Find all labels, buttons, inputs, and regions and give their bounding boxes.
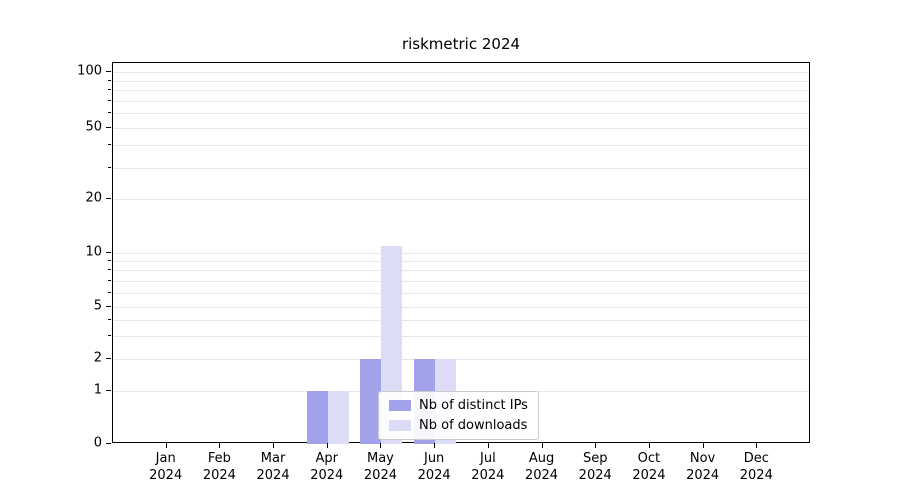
x-tick: [434, 443, 436, 448]
y-minor-tick: [108, 334, 111, 336]
x-tick-label: Oct 2024: [632, 451, 666, 483]
x-tick-label: Nov 2024: [686, 451, 720, 483]
x-tick-label: Feb 2024: [202, 451, 236, 483]
gridline: [113, 280, 809, 282]
y-tick: [106, 198, 111, 199]
y-minor-tick: [108, 89, 111, 91]
y-minor-tick: [108, 269, 111, 271]
gridline: [113, 128, 809, 129]
y-tick: [106, 390, 111, 391]
gridline: [113, 145, 809, 147]
gridline: [113, 319, 809, 321]
gridline: [113, 335, 809, 337]
gridline: [113, 113, 809, 115]
x-tick: [326, 443, 328, 448]
y-tick-label: 20: [85, 190, 102, 206]
x-tick: [487, 443, 489, 448]
legend-item-distinct-ips: Nb of distinct IPs: [389, 398, 528, 413]
y-minor-tick: [108, 144, 111, 146]
y-tick-label: 5: [93, 298, 102, 314]
x-tick-label: Jun 2024: [417, 451, 451, 483]
y-minor-tick: [108, 166, 111, 168]
y-tick-label: 0: [93, 435, 102, 451]
x-tick: [648, 443, 650, 448]
plot-area: [112, 62, 810, 444]
x-tick-label: Mar 2024: [256, 451, 290, 483]
y-tick-label: 1: [93, 382, 102, 398]
y-tick-label: 100: [77, 63, 102, 79]
y-tick: [106, 252, 111, 253]
chart-title: riskmetric 2024: [401, 35, 521, 53]
x-tick: [165, 443, 167, 448]
x-tick-label: May 2024: [363, 451, 397, 483]
legend: Nb of distinct IPs Nb of downloads: [378, 391, 539, 440]
bar-distinct-ips: [360, 359, 382, 444]
y-minor-tick: [108, 291, 111, 293]
y-minor-tick: [108, 112, 111, 114]
y-tick-label: 2: [93, 350, 102, 366]
x-tick: [756, 443, 758, 448]
gridline: [113, 167, 809, 169]
y-minor-tick: [108, 318, 111, 320]
x-tick: [219, 443, 221, 448]
gridline: [113, 80, 809, 82]
legend-label-distinct-ips: Nb of distinct IPs: [419, 398, 528, 413]
y-tick: [106, 127, 111, 128]
gridline: [113, 270, 809, 272]
bar-downloads: [327, 391, 349, 444]
x-tick: [380, 443, 382, 448]
y-tick: [106, 443, 111, 444]
y-tick: [106, 71, 111, 72]
gridline: [113, 292, 809, 294]
y-minor-tick: [108, 79, 111, 81]
bar-distinct-ips: [306, 391, 328, 444]
legend-swatch-distinct-ips: [389, 400, 411, 411]
x-tick-label: Apr 2024: [310, 451, 344, 483]
x-tick: [273, 443, 275, 448]
y-tick: [106, 358, 111, 359]
x-tick: [541, 443, 543, 448]
x-tick: [702, 443, 704, 448]
y-minor-tick: [108, 260, 111, 262]
x-tick: [595, 443, 597, 448]
y-minor-tick: [108, 99, 111, 101]
legend-item-downloads: Nb of downloads: [389, 418, 528, 433]
gridline: [113, 261, 809, 263]
legend-label-downloads: Nb of downloads: [419, 418, 528, 433]
y-tick-label: 10: [85, 244, 102, 260]
gridline: [113, 199, 809, 200]
gridline: [113, 253, 809, 254]
y-tick: [106, 306, 111, 307]
y-tick-label: 50: [85, 119, 102, 135]
gridline: [113, 90, 809, 92]
gridline: [113, 100, 809, 102]
legend-swatch-downloads: [389, 420, 411, 431]
x-tick-label: Dec 2024: [739, 451, 773, 483]
x-tick-label: Jul 2024: [471, 451, 505, 483]
y-minor-tick: [108, 279, 111, 281]
gridline: [113, 72, 809, 73]
x-tick-label: Sep 2024: [578, 451, 612, 483]
gridline: [113, 307, 809, 308]
gridline: [113, 359, 809, 360]
x-tick-label: Aug 2024: [524, 451, 559, 483]
x-tick-label: Jan 2024: [149, 451, 183, 483]
